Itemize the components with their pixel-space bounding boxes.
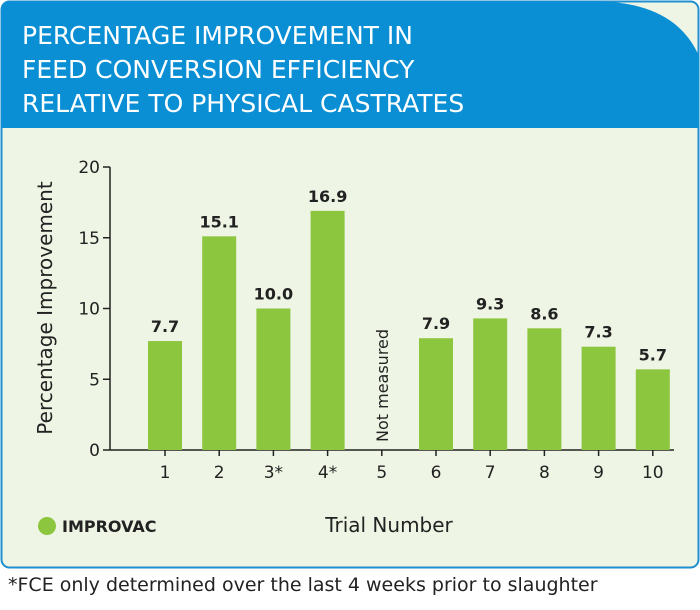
y-axis-title: Percentage Improvement [33, 181, 57, 435]
x-tick-label: 8 [539, 463, 550, 483]
data-label-trial-7: 9.3 [476, 294, 504, 313]
data-label-trial-9: 7.3 [584, 323, 612, 342]
data-label-trial-3: 10.0 [254, 285, 293, 304]
footnote: *FCE only determined over the last 4 wee… [8, 574, 598, 596]
bar-trial-4 [310, 210, 345, 450]
x-tick-label: 10 [642, 463, 664, 483]
x-axis-ticks: 1 2 3* 4* 5 6 7 8 9 10 [160, 450, 664, 483]
bar-trial-9 [581, 346, 616, 450]
x-tick-label: 4* [318, 463, 337, 483]
bar-trial-3 [256, 308, 291, 450]
chart-title-line-3: RELATIVE TO PHYSICAL CASTRATES [22, 89, 464, 118]
x-tick-label: 9 [593, 463, 604, 483]
bar-trial-2 [202, 236, 237, 450]
data-label-trial-1: 7.7 [151, 317, 179, 336]
data-label-trial-8: 8.6 [530, 304, 558, 323]
chart-title-line-2: FEED CONVERSION EFFICIENCY [22, 55, 415, 84]
y-tick-label: 10 [78, 300, 100, 320]
data-label-trial-4: 16.9 [308, 187, 347, 206]
y-tick-label: 15 [78, 229, 100, 249]
bars-group [148, 210, 670, 450]
y-axis-ticks: 0 5 10 15 20 [78, 158, 110, 461]
bar-trial-10 [635, 369, 670, 450]
bar-trial-7 [473, 318, 508, 450]
x-tick-label: 1 [160, 463, 171, 483]
bar-trial-1 [148, 341, 182, 450]
x-tick-label: 3* [264, 463, 283, 483]
x-tick-label: 7 [485, 463, 496, 483]
x-tick-label: 6 [431, 463, 442, 483]
data-label-trial-10: 5.7 [639, 345, 667, 364]
chart-svg: PERCENTAGE IMPROVEMENT IN FEED CONVERSIO… [0, 0, 700, 569]
data-label-trial-2: 15.1 [199, 212, 238, 231]
y-tick-label: 0 [89, 441, 100, 461]
x-tick-label: 5 [376, 463, 387, 483]
x-tick-label: 2 [214, 463, 225, 483]
bar-trial-8 [527, 328, 562, 450]
chart-title-line-1: PERCENTAGE IMPROVEMENT IN [22, 21, 413, 50]
legend-label: IMPROVAC [62, 517, 157, 536]
legend-swatch [38, 517, 56, 535]
data-label-trial-6: 7.9 [422, 314, 450, 333]
y-tick-label: 5 [89, 370, 100, 390]
data-labels-group: 7.7 15.1 10.0 16.9 Not measured 7.9 9.3 8.6 7.3 5… [151, 187, 667, 442]
bar-trial-6 [419, 338, 453, 450]
x-axis-title: Trial Number [324, 513, 453, 537]
y-tick-label: 20 [78, 158, 100, 178]
not-measured-label: Not measured [373, 329, 392, 442]
chart-card: PERCENTAGE IMPROVEMENT IN FEED CONVERSIO… [0, 0, 700, 569]
title-banner [1, 1, 699, 128]
